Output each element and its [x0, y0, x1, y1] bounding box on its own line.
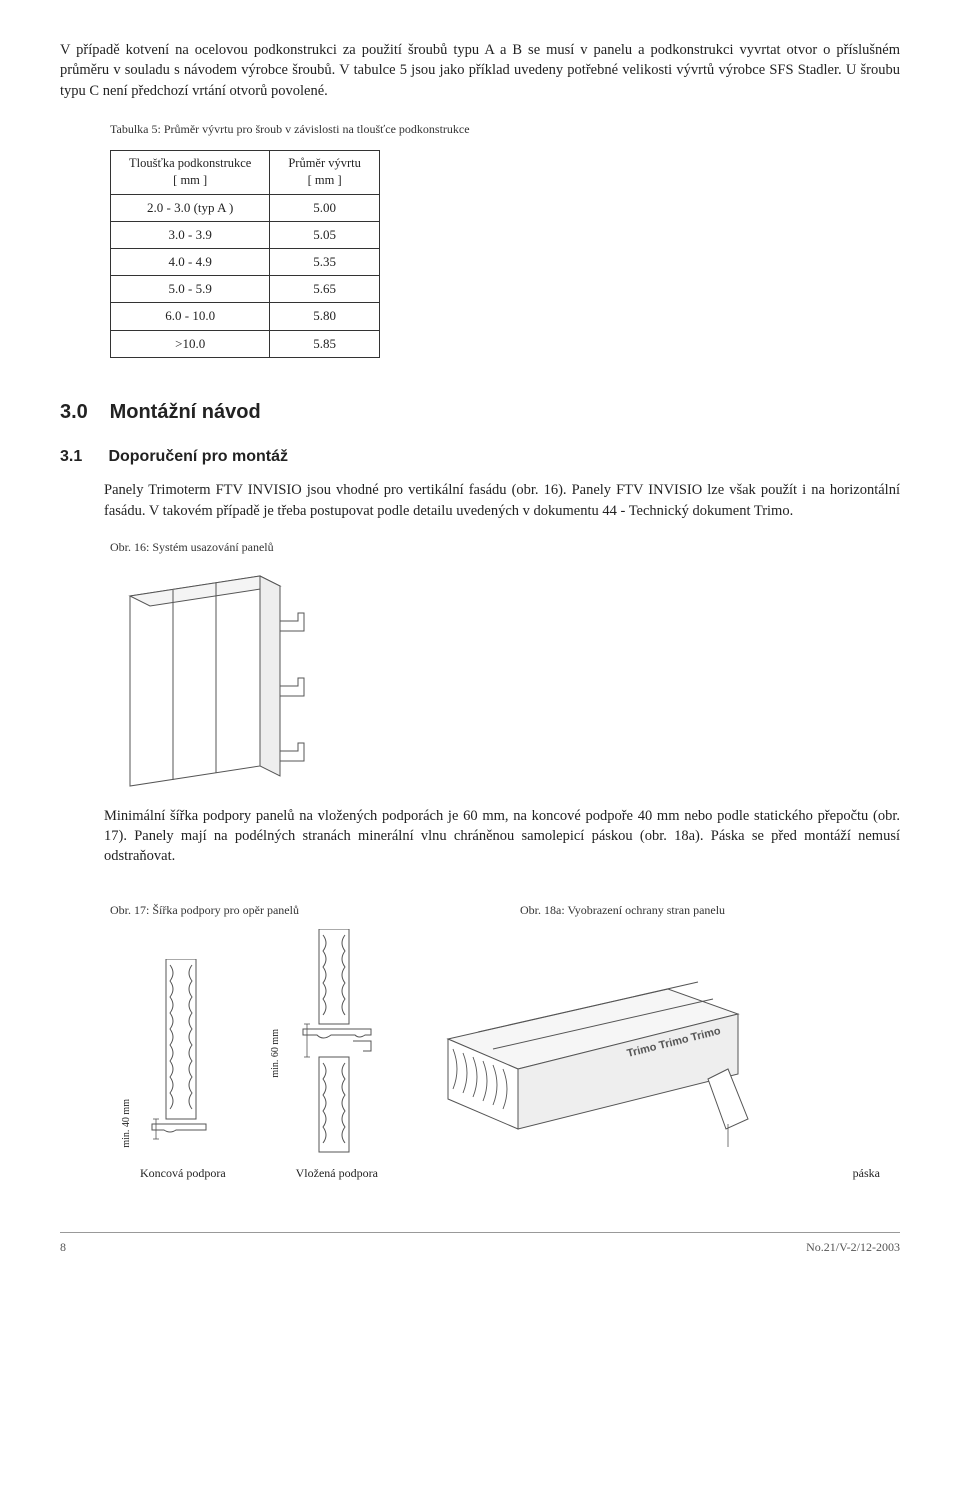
- col-diameter: Průměr vývrtu [ mm ]: [270, 150, 380, 194]
- section-number: 3.0: [60, 398, 104, 426]
- label-mid-support: Vložená podpora: [296, 1165, 378, 1182]
- dim-60mm: min. 60 mm: [269, 1029, 283, 1078]
- fig16-caption: Obr. 16: Systém usazování panelů: [110, 539, 900, 556]
- col-thickness: Tloušťka podkonstrukce [ mm ]: [111, 150, 270, 194]
- page-footer: 8 No.21/V-2/12-2003: [60, 1232, 900, 1256]
- doc-number: No.21/V-2/12-2003: [806, 1239, 900, 1256]
- table5-caption: Tabulka 5: Průměr vývrtu pro šroub v záv…: [110, 121, 900, 138]
- section-3.0-heading: 3.0 Montážní návod: [60, 398, 900, 426]
- dim-40mm: min. 40 mm: [120, 1099, 134, 1148]
- table-row: 4.0 - 4.95.35: [111, 249, 380, 276]
- subsection-number: 3.1: [60, 446, 104, 468]
- section-title: Montážní návod: [110, 401, 261, 423]
- fig18-caption: Obr. 18a: Vyobrazení ochrany stran panel…: [520, 902, 725, 919]
- page-number: 8: [60, 1239, 66, 1256]
- label-tape: páska: [408, 1165, 880, 1182]
- table-row: >10.05.85: [111, 330, 380, 357]
- table-row: 6.0 - 10.05.80: [111, 303, 380, 330]
- section-3.1-body: Panely Trimoterm FTV INVISIO jsou vhodné…: [104, 480, 900, 521]
- table5: Tloušťka podkonstrukce [ mm ] Průměr výv…: [110, 150, 380, 358]
- table-row: 5.0 - 5.95.65: [111, 276, 380, 303]
- support-width-paragraph: Minimální šířka podpory panelů na vložen…: [104, 806, 900, 867]
- fig16-diagram: [110, 566, 900, 806]
- table-header-row: Tloušťka podkonstrukce [ mm ] Průměr výv…: [111, 150, 380, 194]
- fig17-diagram: min. 40 mm: [110, 929, 378, 1182]
- section-3.1-heading: 3.1 Doporučení pro montáž: [60, 446, 900, 468]
- intro-paragraph: V případě kotvení na ocelovou podkonstru…: [60, 40, 900, 101]
- fig18-diagram: Trimo Trimo Trimo páska: [408, 959, 900, 1182]
- label-end-support: Koncová podpora: [140, 1165, 226, 1182]
- table-row: 3.0 - 3.95.05: [111, 221, 380, 248]
- fig17-caption: Obr. 17: Šířka podpory pro opěr panelů: [110, 902, 480, 919]
- table-row: 2.0 - 3.0 (typ A )5.00: [111, 194, 380, 221]
- subsection-title: Doporučení pro montáž: [108, 448, 288, 465]
